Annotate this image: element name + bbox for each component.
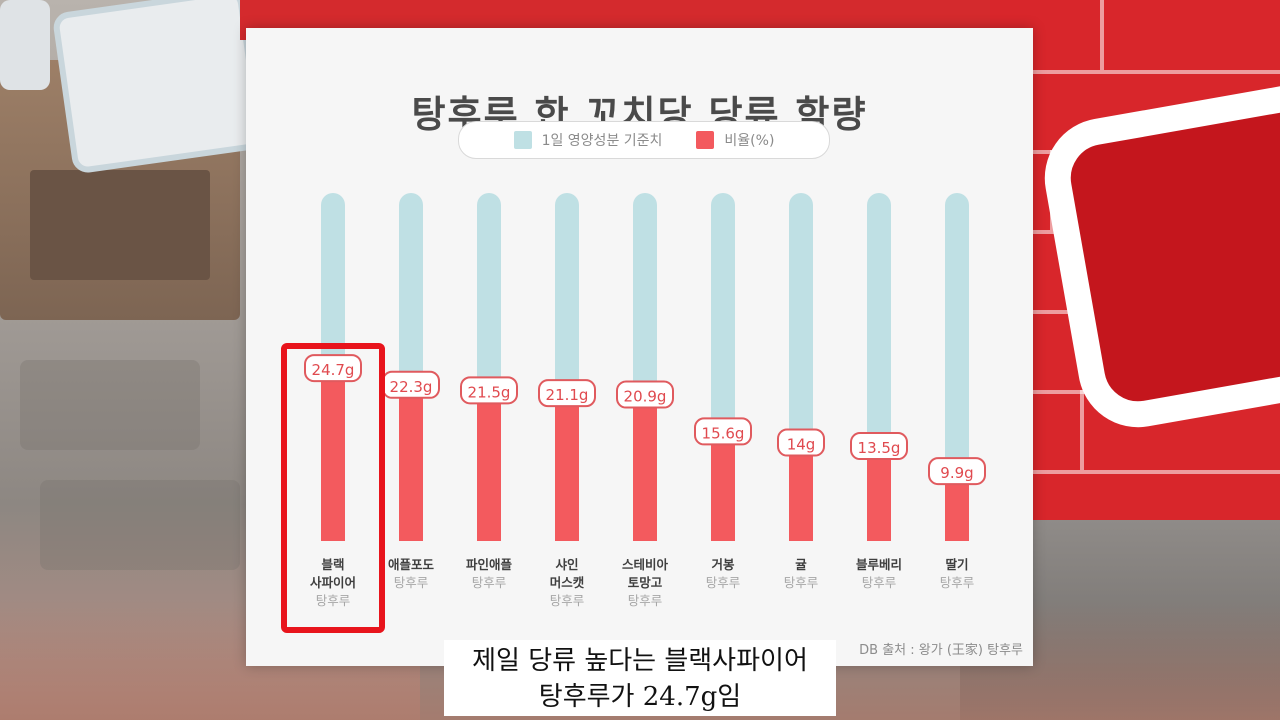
value-bar bbox=[633, 395, 657, 541]
category-sub-label: 탕후루 bbox=[784, 575, 819, 590]
subtitle-caption: 제일 당류 높다는 블랙사파이어 탕후루가 24.7g임 bbox=[444, 640, 836, 716]
value-label: 24.7g bbox=[312, 361, 355, 379]
highlight-frame bbox=[281, 343, 385, 633]
value-bar bbox=[867, 447, 891, 541]
bar-chart: 24.7g블랙사파이어탕후루22.3g애플포도탕후루21.5g파인애플탕후루21… bbox=[281, 193, 986, 633]
background-sign bbox=[51, 0, 265, 175]
category-label: 블랙 bbox=[321, 557, 344, 572]
value-bar bbox=[399, 385, 423, 541]
value-label-box bbox=[928, 457, 986, 486]
value-label-box bbox=[616, 380, 674, 409]
category-label: 스테비아 bbox=[622, 557, 669, 572]
legend-label-ratio: 비율(%) bbox=[724, 133, 775, 149]
value-label-box bbox=[850, 432, 908, 461]
category-label: 토망고 bbox=[628, 575, 663, 590]
value-label: 13.5g bbox=[858, 439, 901, 457]
category-sub-label: 탕후루 bbox=[940, 575, 975, 590]
chart-legend: 1일 영양성분 기준치 비율(%) bbox=[458, 121, 830, 159]
pavement-tile bbox=[20, 360, 200, 450]
category-label: 사파이어 bbox=[310, 575, 356, 590]
value-label-box bbox=[460, 376, 518, 405]
value-bar bbox=[321, 369, 345, 541]
legend-swatch-reference bbox=[513, 131, 532, 149]
category-label: 샤인 bbox=[555, 557, 578, 572]
value-label-box bbox=[694, 417, 752, 446]
category-sub-label: 탕후루 bbox=[628, 593, 663, 608]
value-label: 14g bbox=[787, 436, 816, 454]
value-label: 22.3g bbox=[390, 378, 433, 396]
legend-swatch-ratio bbox=[696, 131, 715, 149]
category-label: 애플포도 bbox=[388, 557, 435, 572]
category-label: 귤 bbox=[795, 557, 807, 572]
value-bar bbox=[477, 391, 501, 541]
value-label-box bbox=[538, 379, 596, 408]
category-sub-label: 탕후루 bbox=[862, 575, 897, 590]
value-label-box bbox=[304, 354, 362, 383]
category-label: 머스캣 bbox=[550, 575, 585, 590]
category-label: 딸기 bbox=[945, 557, 968, 572]
source-note: DB 출처 : 왕가 (王家) 탕후루 bbox=[859, 643, 1023, 658]
value-bar bbox=[555, 394, 579, 541]
chart-panel: 탕후루 한 꼬치당 당류 함량 1일 영양성분 기준치 비율(%) 24.7g 블… bbox=[246, 28, 1033, 666]
caption-line-2: 탕후루가 24.7g임 bbox=[538, 682, 742, 712]
category-sub-label: 탕후루 bbox=[316, 593, 351, 608]
legend-item-ratio: 비율(%) bbox=[696, 130, 774, 150]
value-bar bbox=[789, 443, 813, 541]
category-sub-label: 탕후루 bbox=[472, 575, 507, 590]
value-label-box bbox=[777, 428, 825, 457]
legend-label-reference: 1일 영양성분 기준치 bbox=[541, 133, 663, 149]
value-label: 15.6g bbox=[702, 424, 745, 442]
legend-item-reference: 1일 영양성분 기준치 bbox=[513, 130, 663, 150]
value-bar bbox=[711, 432, 735, 541]
value-label: 21.1g bbox=[546, 386, 589, 404]
caption-line-1: 제일 당류 높다는 블랙사파이어 bbox=[472, 646, 808, 676]
category-label: 거봉 bbox=[711, 557, 735, 572]
category-label: 블루베리 bbox=[856, 557, 902, 572]
category-sub-label: 탕후루 bbox=[394, 575, 429, 590]
value-label: 20.9g bbox=[624, 388, 667, 406]
pavement-tile bbox=[40, 480, 240, 570]
background-sign bbox=[0, 0, 50, 90]
value-label: 21.5g bbox=[468, 383, 511, 401]
value-label: 9.9g bbox=[940, 464, 973, 482]
category-label: 파인애플 bbox=[466, 557, 513, 572]
category-sub-label: 탕후루 bbox=[706, 575, 741, 590]
category-sub-label: 탕후루 bbox=[550, 593, 585, 608]
